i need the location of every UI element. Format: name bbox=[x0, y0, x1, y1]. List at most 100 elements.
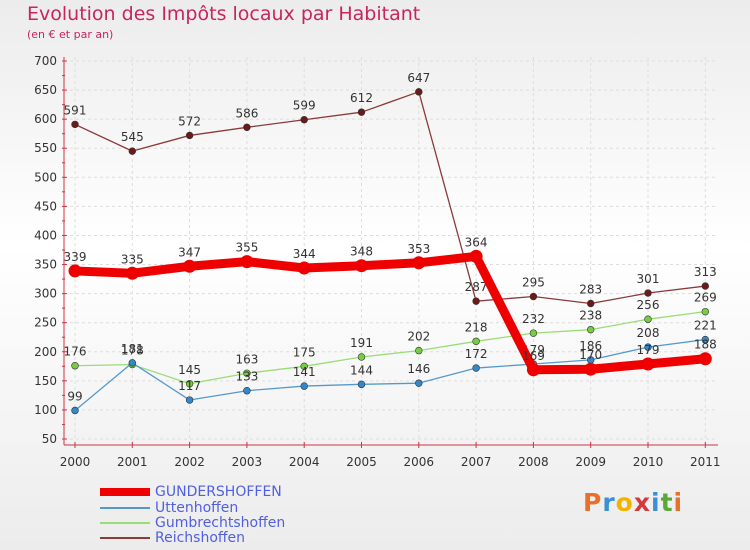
series-gundershoffen: 339 335 347 355 344 348 353 364 169 170 179 188 bbox=[64, 235, 717, 377]
data-point bbox=[300, 382, 308, 390]
x-tick-label: 2009 bbox=[575, 455, 606, 469]
data-point bbox=[185, 380, 194, 388]
chart-subtitle: (en € et par an) bbox=[27, 28, 114, 41]
data-point bbox=[472, 337, 480, 346]
data-point bbox=[300, 362, 308, 371]
data-point bbox=[355, 259, 368, 273]
series-gumbrechtshoffen: 176 178 145 163 175 191 202 218 232 238 256 269 bbox=[64, 291, 717, 388]
data-point bbox=[243, 369, 251, 377]
data-label: 202 bbox=[407, 330, 430, 344]
logo-letter: P bbox=[583, 488, 603, 517]
data-label: 169 bbox=[522, 349, 545, 363]
data-label: 232 bbox=[522, 312, 545, 326]
axes: 50 100 150 200 250 300 350 400 450 500 550 600 650 70… bbox=[34, 54, 720, 469]
data-label: 191 bbox=[350, 336, 373, 350]
data-point bbox=[586, 325, 595, 334]
data-point bbox=[584, 362, 598, 376]
x-tick-label: 2008 bbox=[518, 455, 549, 469]
legend-item-gundershoffen: GUNDERSHOFFEN bbox=[100, 484, 282, 500]
data-label: 146 bbox=[407, 362, 430, 376]
data-label: 313 bbox=[694, 265, 717, 279]
data-point bbox=[185, 396, 194, 404]
logo-letter: t bbox=[660, 488, 674, 517]
data-label: 348 bbox=[350, 245, 373, 259]
data-point bbox=[701, 335, 709, 344]
y-tick-label: 300 bbox=[34, 287, 57, 301]
y-tick-label: 700 bbox=[34, 54, 57, 68]
data-point bbox=[125, 266, 139, 280]
data-label: 176 bbox=[64, 345, 87, 359]
data-label: 647 bbox=[407, 71, 430, 85]
data-label: 208 bbox=[637, 326, 660, 340]
data-label: 133 bbox=[235, 370, 258, 384]
data-label: 170 bbox=[579, 348, 602, 362]
data-label: 218 bbox=[465, 320, 488, 334]
data-point bbox=[412, 256, 426, 270]
legend-swatch bbox=[100, 537, 150, 539]
data-point bbox=[71, 120, 79, 129]
legend-item-gumbrechtshoffen: Gumbrechtshoffen bbox=[100, 515, 285, 531]
gridlines bbox=[64, 57, 718, 445]
data-label: 172 bbox=[465, 347, 488, 361]
data-point bbox=[701, 307, 709, 316]
data-label: 599 bbox=[293, 99, 316, 113]
y-tick-label: 150 bbox=[34, 374, 57, 388]
data-point bbox=[71, 362, 79, 370]
legend-item-reichshoffen: Reichshoffen bbox=[100, 530, 246, 546]
data-label: 572 bbox=[178, 114, 201, 128]
data-label: 145 bbox=[178, 363, 201, 377]
x-tick-label: 2005 bbox=[346, 455, 377, 469]
proxiti-logo: Proxiti bbox=[583, 488, 683, 517]
data-label: 591 bbox=[64, 103, 87, 117]
x-tick-label: 2000 bbox=[60, 455, 91, 469]
data-point bbox=[529, 329, 538, 337]
data-label: 181 bbox=[121, 342, 144, 356]
legend-label: GUNDERSHOFFEN bbox=[155, 484, 282, 500]
data-point bbox=[469, 249, 483, 263]
x-tick-label: 2006 bbox=[404, 455, 435, 469]
data-point bbox=[185, 131, 194, 140]
data-label: 283 bbox=[579, 283, 602, 297]
data-label: 612 bbox=[350, 91, 373, 105]
logo-letter: x bbox=[633, 488, 651, 517]
x-tick-label: 2002 bbox=[174, 455, 205, 469]
data-point bbox=[472, 364, 480, 372]
legend-label: Reichshoffen bbox=[155, 530, 246, 546]
logo-letter: i bbox=[673, 488, 684, 517]
data-label: 347 bbox=[178, 245, 201, 259]
data-point bbox=[586, 299, 595, 308]
data-label: 335 bbox=[121, 252, 144, 266]
data-label: 178 bbox=[121, 344, 144, 358]
data-label: 188 bbox=[694, 338, 717, 352]
data-point bbox=[698, 352, 712, 366]
x-tick-label: 2004 bbox=[289, 455, 320, 469]
y-tick-label: 650 bbox=[34, 83, 57, 97]
data-point bbox=[415, 379, 423, 387]
y-tick-label: 550 bbox=[34, 141, 57, 155]
data-label: 586 bbox=[235, 106, 258, 120]
x-tick-label: 2011 bbox=[690, 455, 721, 469]
legend-swatch bbox=[100, 488, 150, 496]
x-tick-label: 2001 bbox=[117, 455, 148, 469]
data-point bbox=[243, 123, 251, 131]
legend-swatch bbox=[100, 522, 150, 524]
data-label: 221 bbox=[694, 319, 717, 333]
y-tick-label: 600 bbox=[34, 112, 57, 126]
data-label: 163 bbox=[235, 352, 258, 366]
data-point bbox=[641, 357, 655, 371]
x-tick-label: 2010 bbox=[633, 455, 664, 469]
series-uttenhoffen: 99 181 117 133 141 144 146 172 179 186 208 221 bbox=[67, 319, 717, 415]
data-label: 179 bbox=[637, 343, 660, 357]
data-point bbox=[183, 259, 197, 273]
legend-label: Uttenhoffen bbox=[155, 500, 239, 516]
data-point bbox=[472, 297, 480, 305]
data-point bbox=[357, 353, 366, 361]
series-line bbox=[70, 251, 710, 375]
y-tick-label: 350 bbox=[34, 258, 57, 272]
data-label: 545 bbox=[121, 130, 144, 144]
data-label: 175 bbox=[293, 345, 316, 359]
data-label: 344 bbox=[293, 247, 316, 261]
data-point bbox=[128, 147, 137, 155]
y-tick-label: 100 bbox=[34, 403, 57, 417]
